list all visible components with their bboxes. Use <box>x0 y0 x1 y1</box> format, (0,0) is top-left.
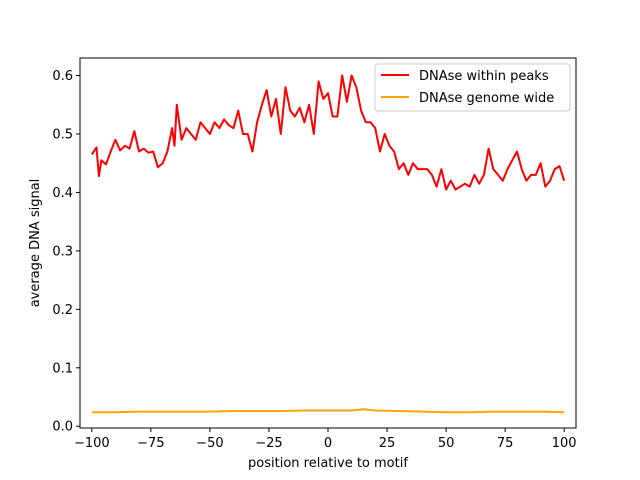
x-tick-label: −50 <box>196 436 223 451</box>
x-tick-label: −100 <box>74 436 110 451</box>
x-tick-label: 25 <box>379 436 396 451</box>
legend-label-series-1: DNAse genome wide <box>419 91 554 106</box>
y-tick-label: 0.5 <box>52 127 73 142</box>
legend-box <box>374 63 571 112</box>
series-line-0 <box>90 74 566 191</box>
x-axis-title: position relative to motif <box>248 456 408 471</box>
y-tick-label: 0.4 <box>52 186 73 201</box>
y-tick-label: 0.0 <box>52 420 73 435</box>
series-line-1 <box>91 408 565 414</box>
y-tick-label: 0.6 <box>52 69 73 84</box>
x-tick-label: 100 <box>552 436 577 451</box>
series-layer <box>90 74 566 414</box>
x-tick-label: 75 <box>497 436 514 451</box>
y-tick-label: 0.2 <box>52 303 73 318</box>
y-tick-label: 0.1 <box>52 361 73 376</box>
y-tick-label: 0.3 <box>52 244 73 259</box>
x-axis: −100 −75 −50 −25 0 25 50 75 100 <box>74 428 577 451</box>
x-tick-label: 50 <box>438 436 455 451</box>
x-tick-label: −25 <box>255 436 282 451</box>
y-axis: 0.0 0.1 0.2 0.3 0.4 0.5 0.6 <box>52 69 80 435</box>
x-tick-label: −75 <box>137 436 164 451</box>
y-axis-title: average DNA signal <box>28 179 43 308</box>
legend-label-series-0: DNAse within peaks <box>419 69 549 84</box>
legend: DNAse within peaks DNAse genome wide <box>374 63 571 112</box>
x-tick-label: 0 <box>324 436 332 451</box>
